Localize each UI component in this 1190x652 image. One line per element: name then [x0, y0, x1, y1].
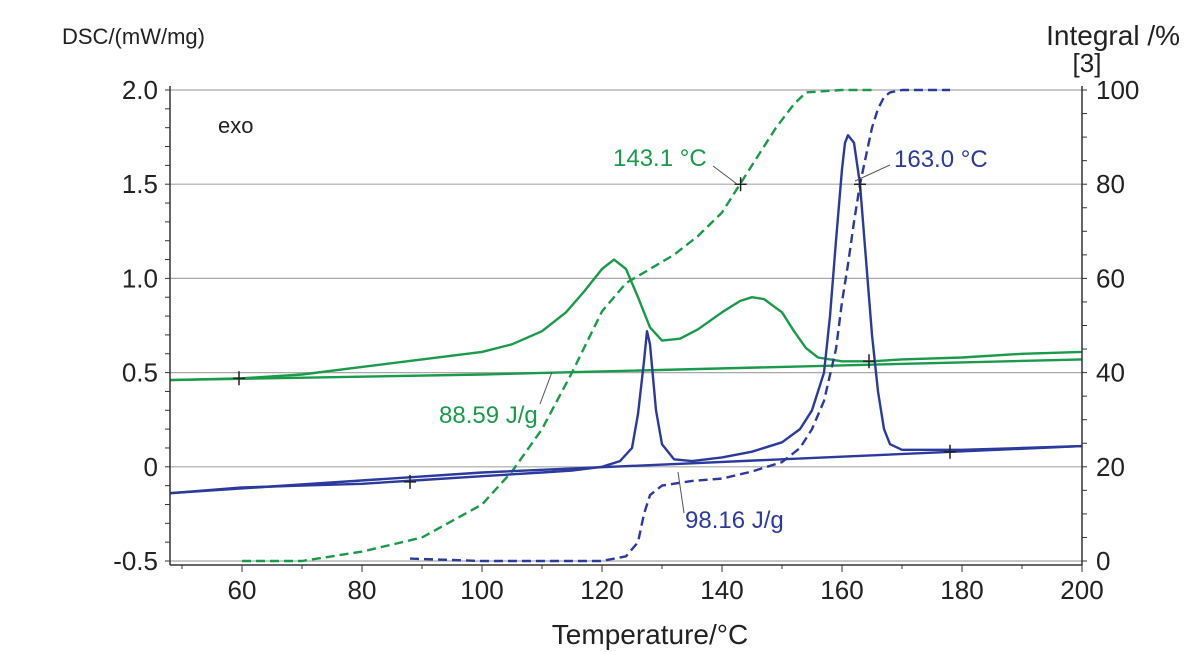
x-tick-label: 120: [580, 575, 623, 605]
left-tick-label: 0.5: [122, 358, 158, 388]
blue-peak-label: 163.0 °C: [894, 146, 988, 173]
blue-enthalpy-leader: [677, 471, 685, 514]
cross-marker-3: [854, 177, 866, 192]
marker-layer: [233, 177, 956, 489]
tick-labels: 60 80 100 120 140 160 180 2002.01.51.00.50-0.51…: [113, 75, 1139, 605]
green-peak-leader: [712, 165, 738, 185]
axes: [165, 86, 1087, 572]
green-enthalpy-label: 88.59 J/g: [439, 402, 538, 429]
cross-marker-1: [404, 474, 416, 489]
left-tick-label: -0.5: [113, 546, 158, 576]
green-enthalpy-leader: [539, 371, 553, 405]
right-axis-subtitle: [3]: [1073, 48, 1102, 78]
cross-marker-5: [944, 444, 956, 459]
x-tick-label: 80: [348, 575, 377, 605]
left-tick-label: 2.0: [122, 75, 158, 105]
green-peak-label: 143.1 °C: [613, 145, 707, 172]
right-axis-title: Integral /%: [1046, 20, 1180, 51]
series-green-dsc-0: [169, 258, 1083, 382]
series-green-dsc-1: [169, 358, 1083, 382]
x-axis-title: Temperature/°C: [552, 619, 748, 650]
left-tick-label: 1.5: [122, 169, 158, 199]
blue-enthalpy-label: 98.16 J/g: [685, 507, 784, 534]
right-tick-label: 100: [1096, 75, 1139, 105]
x-tick-label: 160: [820, 575, 863, 605]
right-tick-label: 20: [1096, 452, 1125, 482]
right-tick-label: 80: [1096, 169, 1125, 199]
series-blue-dsc-3: [169, 134, 1083, 495]
left-axis-title: DSC/(mW/mg): [62, 24, 205, 49]
x-tick-label: 60: [228, 575, 257, 605]
left-tick-label: 1.0: [122, 263, 158, 293]
exo-label: exo: [218, 113, 253, 138]
x-tick-label: 140: [700, 575, 743, 605]
right-tick-label: 0: [1096, 546, 1110, 576]
x-tick-label: 180: [940, 575, 983, 605]
blue-peak-leader: [854, 164, 891, 182]
right-tick-label: 40: [1096, 358, 1125, 388]
x-tick-label: 100: [460, 575, 503, 605]
series-green-integral-2: [242, 88, 872, 563]
cross-marker-4: [863, 354, 875, 369]
x-tick-label: 200: [1060, 575, 1103, 605]
left-tick-label: 0: [144, 452, 158, 482]
series-layer: [169, 88, 1083, 563]
cross-marker-0: [233, 371, 245, 386]
series-blue-integral-5: [409, 88, 950, 563]
series-blue-dsc-4: [169, 444, 1083, 495]
right-tick-label: 60: [1096, 263, 1125, 293]
